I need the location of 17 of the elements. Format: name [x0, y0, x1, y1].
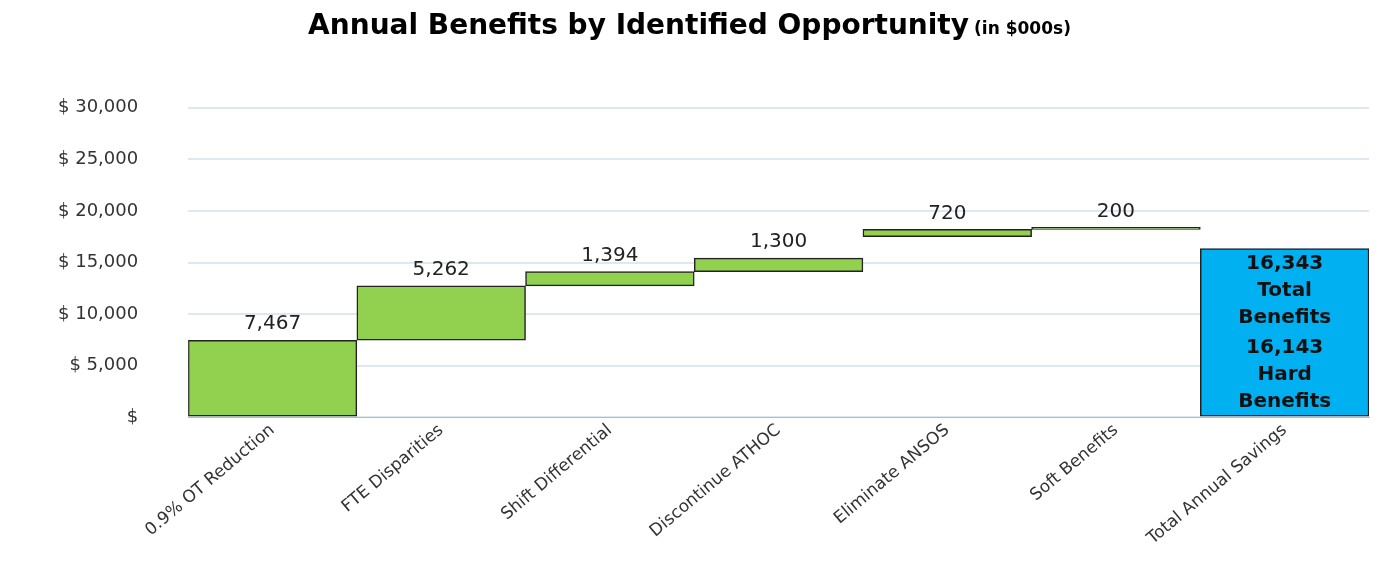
data-label: 1,300	[749, 228, 808, 253]
y-tick-label: $ 15,000	[58, 250, 139, 272]
data-label: 1,394	[581, 241, 639, 266]
y-tick-label: $	[126, 404, 139, 426]
chart-title: Annual Benefits by Identified Opportunity	[308, 8, 969, 41]
y-tick-label: $ 20,000	[58, 198, 139, 220]
data-label: 5,262	[412, 256, 470, 281]
data-label: 7,467	[243, 310, 302, 335]
chart-subtitle: (in $000s)	[974, 18, 1071, 38]
y-tick-label: $ 10,000	[58, 301, 139, 323]
data-label: 200	[1096, 197, 1136, 222]
data-label: 720	[928, 199, 967, 224]
y-tick-label: $ 5,000	[69, 353, 139, 375]
y-tick-label: $ 25,000	[58, 147, 139, 169]
annotation: 16,143 Hard Benefits	[1238, 333, 1332, 412]
y-tick-label: $ 30,000	[58, 95, 139, 117]
annotation: 16,343 Total Benefits	[1238, 249, 1332, 328]
